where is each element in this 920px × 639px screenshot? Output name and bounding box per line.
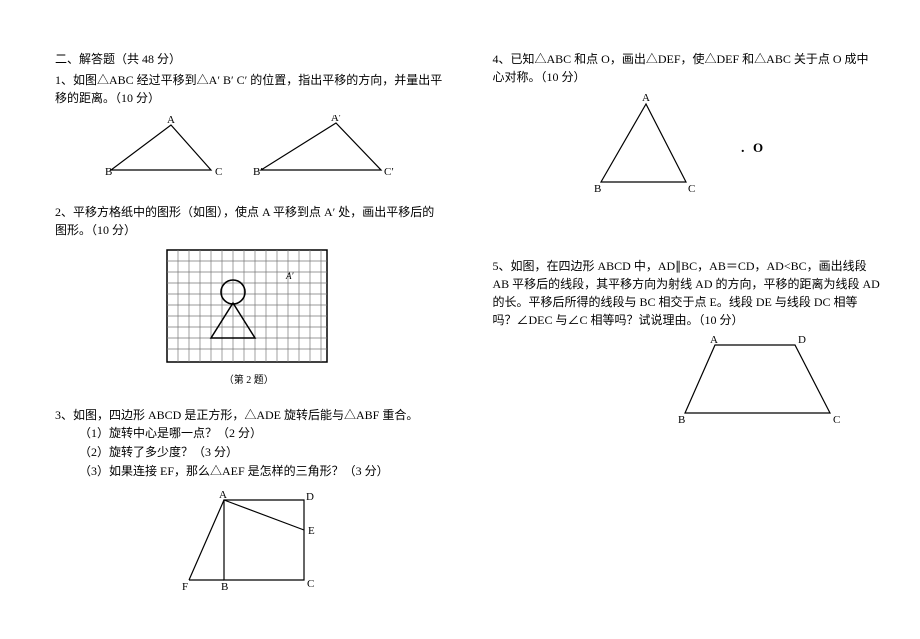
right-column: 4、已知△ABC 和点 O，画出△DEF，使△DEF 和△ABC 关于点 O 成… bbox=[493, 50, 881, 619]
problem-2-caption: （第 2 题） bbox=[224, 371, 274, 386]
problem-1-figure-abc-prime: A′ B′ C′ bbox=[251, 115, 396, 185]
problem-1-text: 1、如图△ABC 经过平移到△A′ B′ C′ 的位置，指出平移的方向，并量出平… bbox=[55, 71, 443, 107]
problem-3-figure: A D E C B F bbox=[169, 490, 329, 595]
problem-2-figure-wrap: A′ （第 2 题） bbox=[55, 247, 443, 386]
svg-text:O: O bbox=[753, 140, 763, 155]
problem-4: 4、已知△ABC 和点 O，画出△DEF，使△DEF 和△ABC 关于点 O 成… bbox=[493, 50, 881, 202]
svg-text:C: C bbox=[833, 414, 840, 426]
svg-text:D: D bbox=[306, 491, 314, 503]
problem-5: 5、如图，在四边形 ABCD 中，AD∥BC，AB＝CD，AD<BC，画出线段 … bbox=[493, 257, 881, 428]
problem-5-figure-wrap: A D B C bbox=[493, 333, 881, 428]
problem-3-sub-2: （2）旋转了多少度？（3 分） bbox=[79, 443, 443, 462]
problem-1-figure-abc: A B C bbox=[101, 115, 231, 185]
section-heading: 二、解答题（共 48 分） bbox=[55, 50, 443, 67]
svg-text:F: F bbox=[182, 581, 188, 593]
problem-2-figure: A′ bbox=[164, 247, 334, 367]
problem-3: 3、如图，四边形 ABCD 是正方形，△ADE 旋转后能与△ABF 重合。 （1… bbox=[55, 406, 443, 595]
svg-text:C′: C′ bbox=[384, 166, 394, 178]
problem-5-figure: A D B C bbox=[670, 333, 850, 428]
problem-3-text: 3、如图，四边形 ABCD 是正方形，△ADE 旋转后能与△ABF 重合。 bbox=[55, 406, 443, 424]
svg-text:B: B bbox=[594, 183, 601, 195]
problem-4-text: 4、已知△ABC 和点 O，画出△DEF，使△DEF 和△ABC 关于点 O 成… bbox=[493, 50, 881, 86]
svg-text:A′: A′ bbox=[285, 271, 294, 281]
problem-3-sub-1: （1）旋转中心是哪一点？（2 分） bbox=[79, 424, 443, 443]
problem-5-text: 5、如图，在四边形 ABCD 中，AD∥BC，AB＝CD，AD<BC，画出线段 … bbox=[493, 257, 881, 329]
problem-1: 1、如图△ABC 经过平移到△A′ B′ C′ 的位置，指出平移的方向，并量出平… bbox=[55, 71, 443, 185]
problem-4-figure: A B C . O bbox=[576, 92, 796, 202]
section-heading-text: 二、解答题（共 48 分） bbox=[55, 52, 181, 66]
svg-text:A: A bbox=[219, 490, 227, 501]
left-column: 二、解答题（共 48 分） 1、如图△ABC 经过平移到△A′ B′ C′ 的位… bbox=[55, 50, 443, 619]
svg-text:C: C bbox=[307, 578, 314, 590]
problem-4-figure-wrap: A B C . O bbox=[493, 92, 881, 202]
svg-text:B′: B′ bbox=[253, 166, 263, 178]
svg-text:.: . bbox=[741, 141, 745, 156]
svg-text:C: C bbox=[215, 166, 222, 178]
problem-3-figure-wrap: A D E C B F bbox=[55, 490, 443, 595]
svg-text:E: E bbox=[308, 525, 315, 537]
problem-1-figures: A B C A′ B′ C′ bbox=[55, 115, 443, 185]
svg-text:A: A bbox=[167, 115, 175, 126]
problem-2-text: 2、平移方格纸中的图形（如图），使点 A 平移到点 A′ 处，画出平移后的图形。… bbox=[55, 203, 443, 239]
svg-text:A: A bbox=[710, 334, 718, 346]
svg-text:A: A bbox=[642, 92, 650, 104]
svg-text:C: C bbox=[688, 183, 695, 195]
svg-text:D: D bbox=[798, 334, 806, 346]
svg-text:B: B bbox=[678, 414, 685, 426]
svg-text:B: B bbox=[105, 166, 112, 178]
svg-text:B: B bbox=[221, 581, 228, 593]
svg-text:A′: A′ bbox=[331, 115, 341, 124]
problem-3-sub-3: （3）如果连接 EF，那么△AEF 是怎样的三角形？（3 分） bbox=[79, 462, 443, 481]
problem-2: 2、平移方格纸中的图形（如图），使点 A 平移到点 A′ 处，画出平移后的图形。… bbox=[55, 203, 443, 386]
